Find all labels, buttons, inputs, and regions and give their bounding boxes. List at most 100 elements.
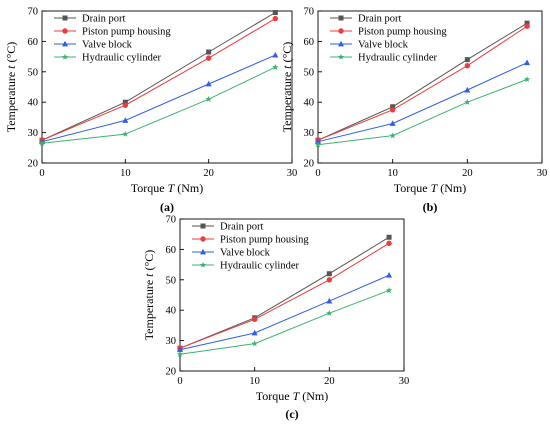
data-point [122,130,129,137]
y-axis-label-text: Temperature [142,277,156,340]
y-tick-label: 40 [304,98,315,109]
y-axis-label: Temperature t (°C) [280,42,294,133]
legend-marker [62,40,68,47]
legend-marker [200,236,206,242]
data-point [326,297,333,304]
y-axis-label-unit: (°C) [4,42,18,66]
y-tick-label: 60 [28,37,39,48]
y-axis-label-unit: (°C) [280,42,294,66]
y-tick-label: 70 [304,7,315,18]
x-axis-label-text: Torque [394,181,431,195]
x-axis-label: Torque T (Nm) [131,181,204,195]
x-tick-label: 0 [39,168,44,179]
x-axis-label-var: T [431,181,439,195]
legend-label: Valve block [358,40,409,51]
chart-panel-1: 0 10 20 30 20 30 40 50 60 70 Torque T (Nm) Temperat… [280,7,547,215]
series-line [179,236,390,349]
x-tick-label: 30 [399,376,410,387]
y-tick-label: 20 [166,367,177,378]
data-point [122,102,129,108]
y-tick-label: 30 [28,128,39,139]
x-axis-label-var: T [293,389,301,403]
series-line [317,25,528,141]
data-point [523,76,531,83]
x-tick-label: 30 [537,168,548,179]
y-tick-label: 20 [304,159,315,170]
legend-marker [337,53,345,60]
data-point [389,120,396,126]
y-tick-label: 30 [166,336,177,347]
y-axis-label: Temperature t (°C) [142,250,156,341]
data-point [177,346,183,353]
data-point [205,55,212,61]
plot-frame [41,10,293,164]
series-line [179,289,390,355]
data-point [315,138,321,145]
data-point [524,23,530,29]
legend-label: Hydraulic cylinder [82,53,162,64]
y-tick-label: 50 [166,275,177,286]
series-line [41,18,276,141]
legend-label: Hydraulic cylinder [220,261,300,272]
data-point [205,80,212,87]
x-axis-label-unit: (Nm) [299,389,328,403]
data-point [122,99,128,105]
y-axis-label-var: t [280,65,294,69]
x-axis-label-unit: (Nm) [174,181,203,195]
legend-marker [62,15,68,21]
series-line [41,66,276,144]
legend-marker [62,28,68,34]
legend-label: Hydraulic cylinder [358,53,438,64]
data-point [326,271,332,277]
series-line [179,274,390,351]
data-point [176,350,184,357]
data-point [464,63,471,69]
x-tick-label: 30 [287,168,298,179]
plot-frame [179,218,405,372]
data-point [122,117,129,123]
y-tick-label: 60 [166,245,177,256]
data-point [205,95,212,102]
series-line [41,12,276,141]
plot-frame [317,10,543,164]
x-tick-label: 20 [324,376,335,387]
x-axis-label-var: T [168,181,176,195]
y-tick-label: 20 [28,159,39,170]
data-point [272,51,279,58]
legend-label: Valve block [82,40,133,51]
legend-label: Valve block [220,248,271,259]
data-point [524,20,530,26]
x-tick-label: 0 [177,376,182,387]
data-point [272,63,279,70]
chart-panel-2: 0 10 20 30 20 30 40 50 60 70 Torque T (Nm) Temperat… [142,215,409,422]
panel-label: (b) [423,200,438,214]
y-axis-label-text: Temperature [280,69,294,132]
series-line [317,78,528,146]
data-point [326,309,333,316]
y-axis-label-text: Temperature [4,69,18,132]
y-tick-label: 40 [166,306,177,317]
data-point [326,277,333,283]
data-point [251,329,258,336]
data-point [386,234,392,240]
legend-label: Drain port [358,14,402,25]
legend-label: Piston pump housing [82,27,171,38]
data-point [389,132,396,139]
panel-label: (a) [160,200,174,214]
x-axis-label: Torque T (Nm) [394,181,467,195]
x-tick-label: 10 [387,168,398,179]
data-point [272,10,278,16]
legend-marker [338,28,344,34]
legend-marker [338,15,344,21]
x-axis-label-text: Torque [256,389,293,403]
x-tick-label: 0 [315,168,320,179]
data-point [390,104,396,110]
legend-label: Piston pump housing [220,235,309,246]
y-tick-label: 50 [304,67,315,78]
data-point [386,272,393,278]
x-axis-label: Torque T (Nm) [256,389,329,403]
y-tick-label: 70 [28,7,39,18]
series-line [317,62,528,143]
data-point [251,340,258,347]
